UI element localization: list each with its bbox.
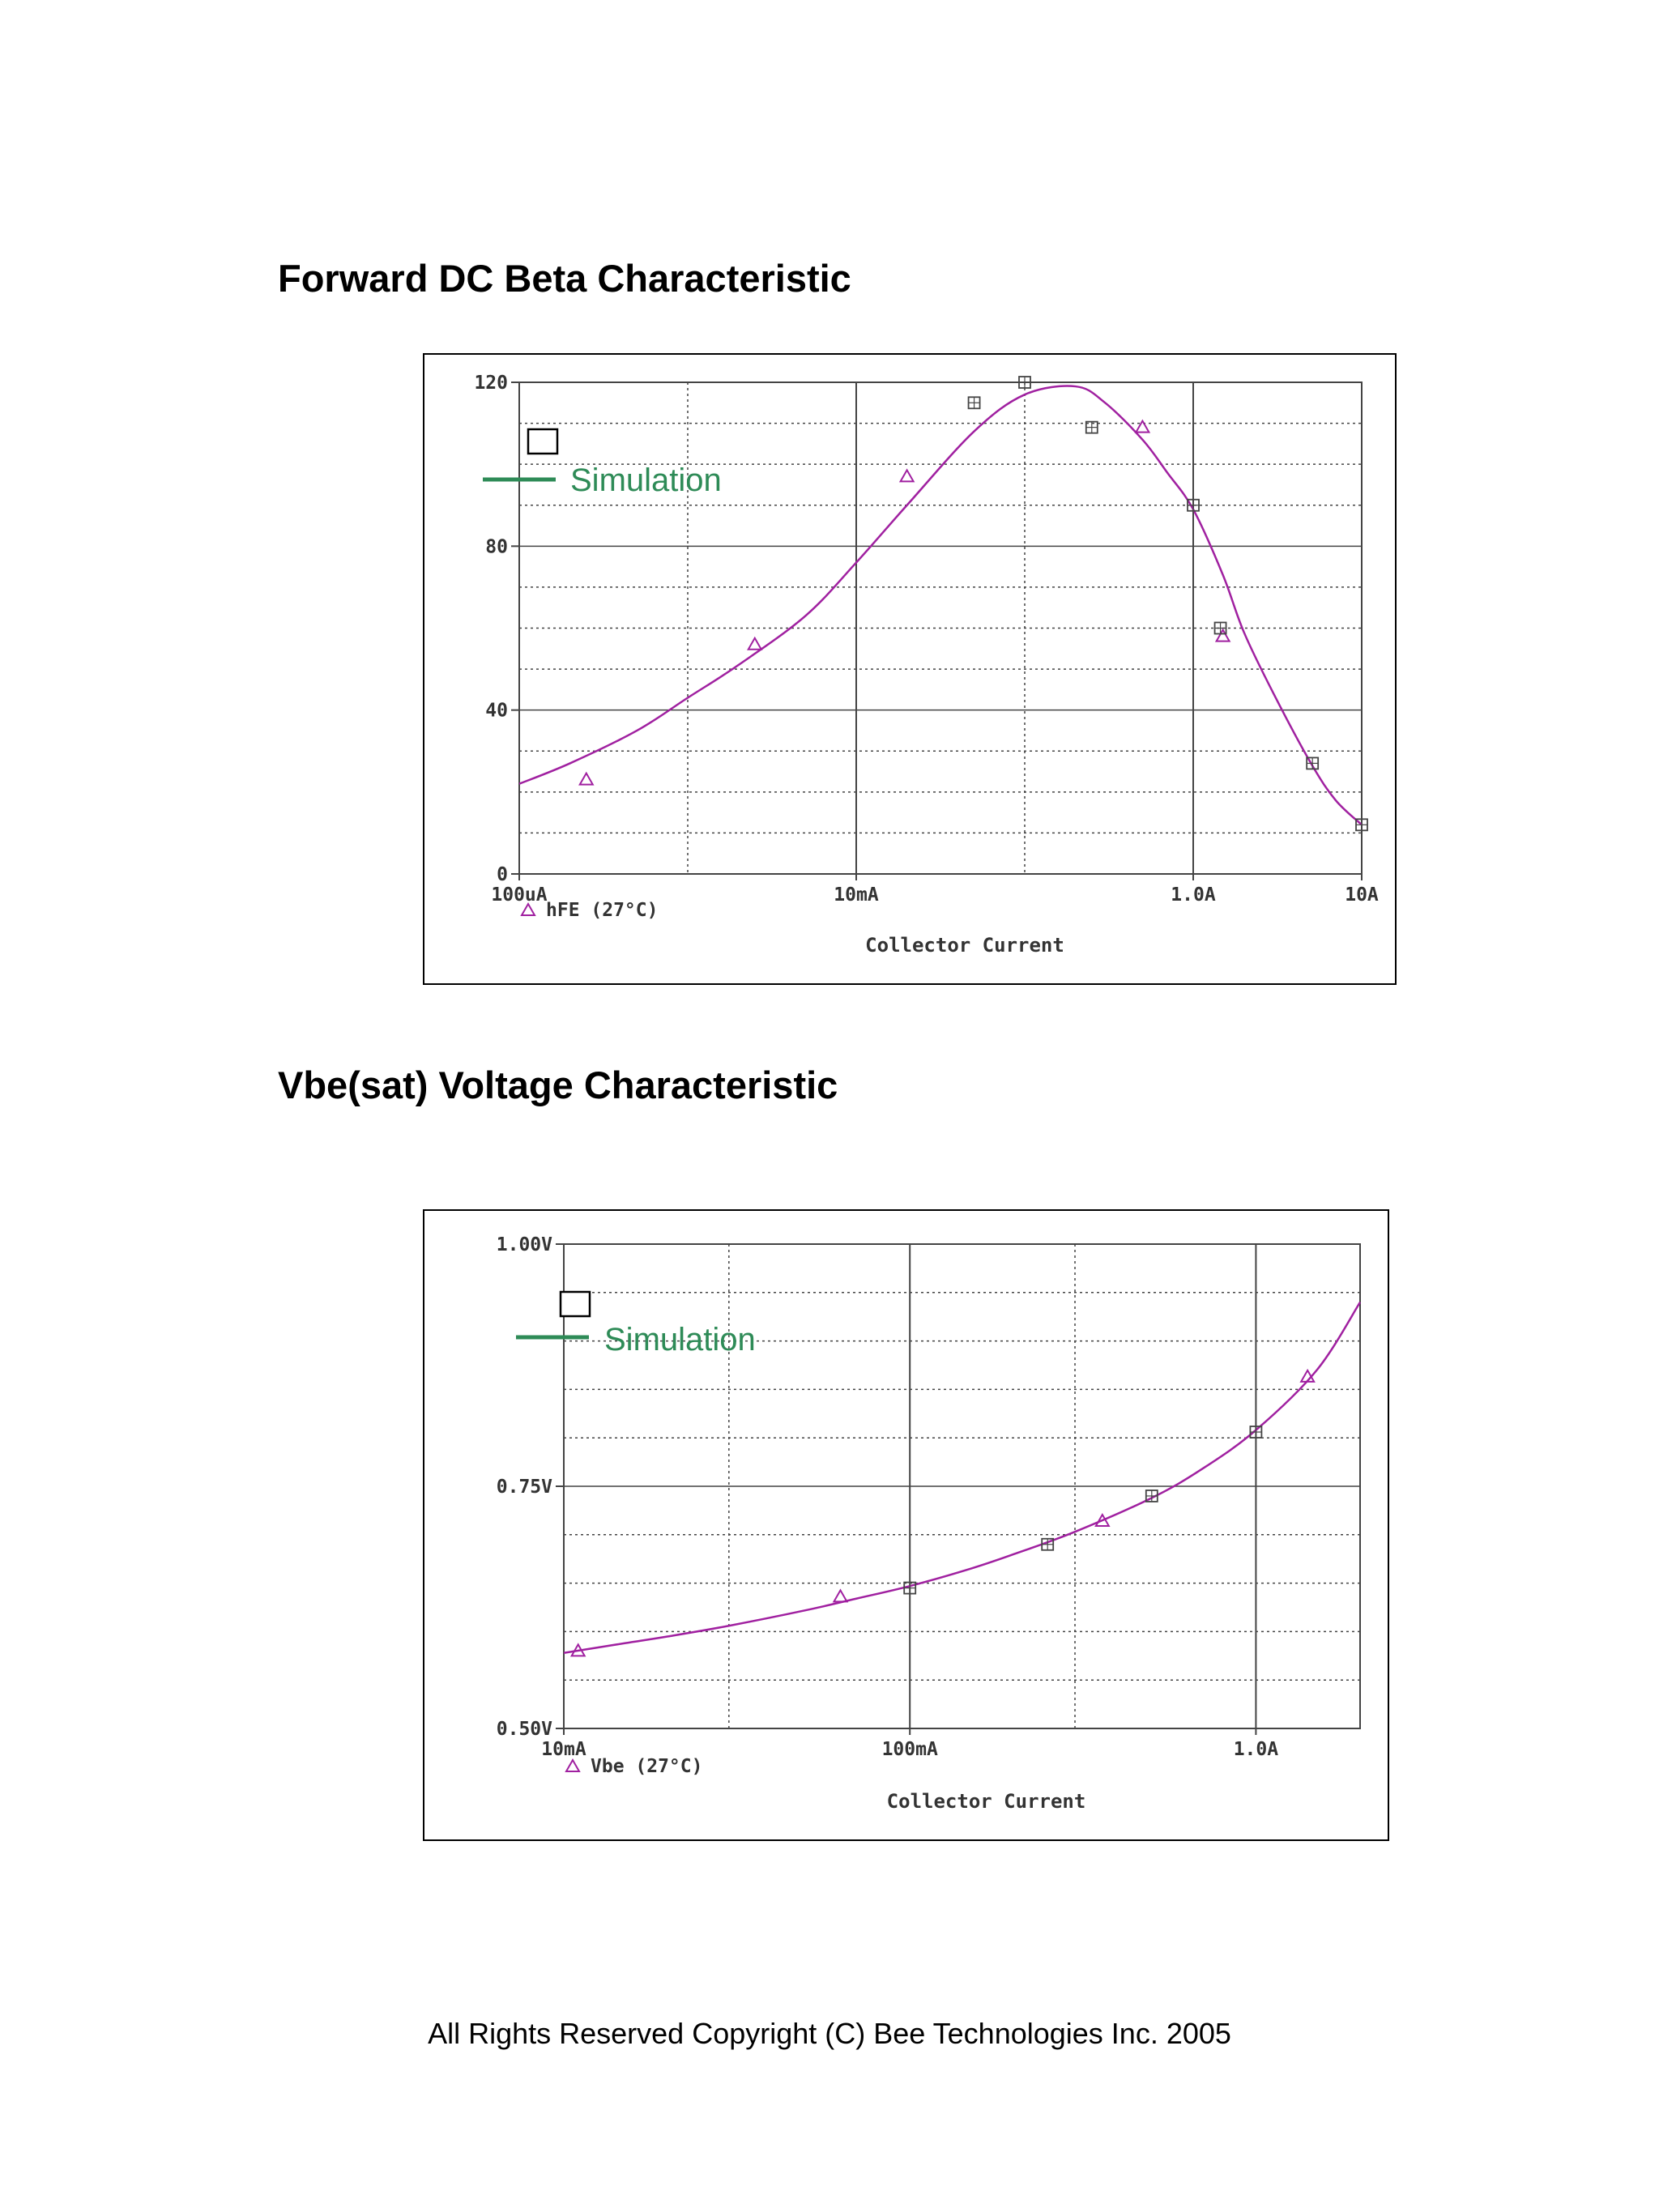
legend-simulation-label: Simulation	[570, 462, 722, 498]
x-tick-label: 100uA	[491, 884, 547, 906]
curve-0	[518, 385, 1363, 826]
measured-marker	[1085, 420, 1098, 434]
legend-measurement-box	[527, 428, 559, 455]
legend-simulation-label: Simulation	[604, 1322, 756, 1357]
simulation-marker	[747, 636, 763, 650]
vbe-sat-plot: 0.50V 0.75V 1.00V 10mA 100mA 1.0A Simulation Vb…	[497, 1234, 1362, 1813]
x-tick-label: 1.0A	[1234, 1739, 1279, 1760]
legend-measurement-box	[559, 1290, 591, 1318]
x-tick-label: 10A	[1345, 884, 1379, 906]
plot-frame	[518, 381, 1363, 875]
legend-marker-icon	[520, 901, 536, 916]
measured-marker	[1041, 1537, 1055, 1551]
simulation-marker	[569, 1643, 586, 1657]
measured-marker	[1213, 621, 1227, 635]
y-tick-label: 120	[474, 373, 508, 394]
plot-frame	[563, 1243, 1361, 1729]
forward-dc-beta-title: Forward DC Beta Characteristic	[278, 257, 851, 300]
measured-marker	[1145, 1490, 1158, 1502]
simulation-marker	[578, 771, 595, 786]
measured-marker	[1355, 818, 1368, 832]
measured-marker	[1018, 376, 1031, 389]
simulation-marker	[1134, 419, 1151, 433]
simulation-marker	[1094, 1513, 1111, 1528]
x-tick-label: 10mA	[541, 1739, 586, 1760]
simulation-marker	[1299, 1368, 1316, 1383]
forward-dc-beta-plot: 0 40 80 120 100uA 10mA 1.0A 10A Simulation hFE (2…	[474, 373, 1379, 957]
measured-marker	[903, 1581, 917, 1595]
forward-dc-beta-chart: 0 40 80 120 100uA 10mA 1.0A 10A Simulation hFE (2…	[423, 353, 1397, 985]
x-tick-label: 100mA	[882, 1739, 938, 1760]
y-tick-label: 0.50V	[497, 1719, 552, 1740]
measured-marker	[1187, 498, 1200, 512]
simulation-marker	[898, 468, 915, 483]
vbe-sat-chart: 0.50V 0.75V 1.00V 10mA 100mA 1.0A Simulation Vb…	[423, 1209, 1389, 1841]
vbe-sat-title: Vbe(sat) Voltage Characteristic	[278, 1063, 838, 1106]
legend-marker-label: Vbe (27°C)	[591, 1756, 702, 1777]
y-tick-label: 80	[485, 536, 508, 557]
measured-marker	[1249, 1426, 1263, 1438]
measured-marker	[967, 396, 981, 410]
x-axis-label: Collector Current	[865, 934, 1064, 957]
x-tick-label: 1.0A	[1171, 884, 1216, 906]
simulation-marker	[832, 1588, 849, 1603]
copyright-notice: All Rights Reserved Copyright (C) Bee Te…	[428, 2017, 1231, 2050]
legend-marker-label: hFE (27°C)	[546, 900, 658, 921]
y-tick-label: 0	[497, 864, 508, 885]
simulation-marker	[1214, 628, 1231, 642]
y-tick-label: 40	[485, 701, 508, 722]
x-axis-label: Collector Current	[887, 1790, 1086, 1813]
measured-marker	[1306, 757, 1320, 770]
y-tick-label: 0.75V	[497, 1477, 552, 1498]
legend-marker-icon	[565, 1758, 581, 1772]
y-tick-label: 1.00V	[497, 1234, 552, 1255]
x-tick-label: 10mA	[834, 884, 879, 906]
